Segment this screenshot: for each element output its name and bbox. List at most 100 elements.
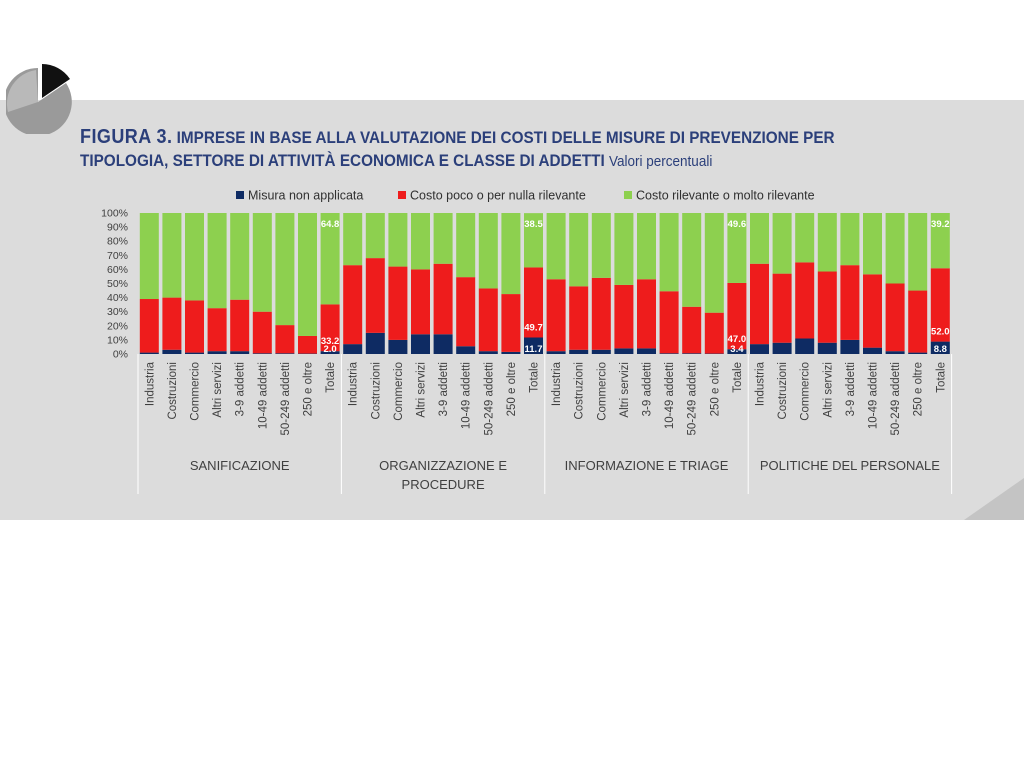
bar-segment bbox=[411, 269, 430, 335]
x-tick-label: 3-9 addetti bbox=[438, 362, 450, 416]
x-tick-label: 10-49 addetti bbox=[461, 362, 473, 429]
y-axis: 0% 10% 20% 30% 40% 50% 60% 70% 80% 90% 100% bbox=[101, 208, 128, 361]
chart-subtitle: Valori percentuali bbox=[609, 153, 713, 170]
bar-segment bbox=[343, 344, 363, 354]
bar-segment bbox=[207, 351, 227, 354]
bar-segment bbox=[411, 213, 430, 270]
bar-segment bbox=[772, 213, 792, 274]
chart-legend: Misura non applicata Costo poco o per nul… bbox=[236, 189, 815, 203]
bar-segment bbox=[659, 353, 679, 354]
bar-segment bbox=[704, 312, 724, 354]
data-label: 52.0 bbox=[931, 327, 950, 338]
bar-segment bbox=[614, 348, 634, 354]
bar-segment bbox=[750, 344, 769, 354]
bar-segment bbox=[930, 213, 950, 269]
bars bbox=[139, 213, 950, 354]
x-tick-label: 50-249 addetti bbox=[483, 362, 495, 436]
bar-segment bbox=[139, 299, 159, 353]
bar-segment bbox=[298, 335, 317, 354]
bar-segment bbox=[524, 267, 543, 338]
data-label: 38.5 bbox=[524, 219, 543, 230]
bar-segment bbox=[320, 304, 340, 352]
bar-segment bbox=[546, 351, 566, 354]
bar-segment bbox=[252, 213, 272, 312]
bar-segment bbox=[207, 308, 227, 352]
y-tick-label: 30% bbox=[107, 306, 128, 318]
x-tick-label: Altri servizi bbox=[416, 362, 428, 418]
bar-segment bbox=[840, 265, 860, 340]
bar-segment bbox=[365, 258, 385, 333]
bar-segment bbox=[433, 334, 453, 354]
y-tick-label: 0% bbox=[113, 349, 128, 361]
bar-segment bbox=[388, 213, 408, 267]
bar-segment bbox=[343, 265, 363, 345]
bar-segment bbox=[230, 299, 250, 352]
bar-segment bbox=[659, 291, 679, 354]
figure-label: FIGURA 3. bbox=[80, 126, 173, 148]
y-tick-label: 100% bbox=[101, 208, 128, 220]
bar-segment bbox=[546, 279, 566, 352]
bar-segment bbox=[727, 213, 747, 283]
y-tick-label: 50% bbox=[107, 278, 128, 290]
bar-segment bbox=[817, 342, 837, 354]
bar-segment bbox=[252, 353, 272, 354]
pie-chart-icon bbox=[6, 64, 72, 134]
bar-segment bbox=[456, 277, 476, 347]
bar-segment bbox=[682, 213, 702, 307]
x-tick-label: Commercio bbox=[596, 362, 608, 421]
bar-segment bbox=[320, 351, 340, 354]
x-tick-label: 250 e oltre bbox=[913, 362, 925, 416]
bar-segment bbox=[162, 349, 182, 354]
bar-segment bbox=[727, 349, 747, 354]
legend-label-1: Costo poco o per nulla rilevante bbox=[410, 189, 586, 203]
data-label: 64.8 bbox=[321, 219, 340, 230]
bar-segment bbox=[433, 263, 453, 335]
legend-label-0: Misura non applicata bbox=[248, 189, 363, 203]
bar-segment bbox=[478, 288, 498, 352]
bar-segment bbox=[139, 352, 159, 354]
bar-segment bbox=[795, 213, 815, 263]
x-tick-label: Commercio bbox=[190, 362, 202, 421]
group-label: SANIFICAZIONE bbox=[190, 458, 290, 473]
bar-segment bbox=[817, 213, 837, 272]
bar-segment bbox=[885, 351, 905, 354]
bar-segment bbox=[365, 332, 385, 354]
x-tick-label: Totale bbox=[935, 362, 947, 393]
x-tick-label: Totale bbox=[732, 362, 744, 393]
bar-segment bbox=[908, 213, 928, 291]
bar-segment bbox=[772, 342, 792, 354]
bar-segment bbox=[591, 349, 611, 354]
bar-segment bbox=[139, 213, 159, 300]
x-tick-label: 50-249 addetti bbox=[890, 362, 902, 436]
bar-segment bbox=[456, 346, 476, 354]
x-tick-label: Costruzioni bbox=[167, 362, 179, 420]
data-label: 47.0 bbox=[728, 334, 747, 345]
legend-swatch-0 bbox=[236, 191, 244, 199]
bar-segment bbox=[908, 352, 928, 354]
bar-segment bbox=[637, 348, 656, 354]
x-tick-label: Industria bbox=[144, 361, 156, 406]
stacked-bar-chart: Misura non applicata Costo poco o per nul… bbox=[101, 189, 953, 494]
bar-segment bbox=[275, 325, 295, 354]
group-label: INFORMAZIONE E TRIAGE bbox=[565, 458, 729, 473]
bar-segment bbox=[501, 294, 521, 352]
bar-segment bbox=[546, 213, 566, 280]
x-tick-label: 3-9 addetti bbox=[845, 362, 857, 416]
x-tick-label: Commercio bbox=[800, 362, 812, 421]
bar-segment bbox=[614, 284, 634, 349]
x-tick-label: Totale bbox=[325, 362, 337, 393]
bar-segment bbox=[388, 266, 408, 340]
data-label: 8.8 bbox=[934, 344, 947, 355]
x-tick-label: Altri servizi bbox=[619, 362, 631, 418]
y-tick-label: 10% bbox=[107, 334, 128, 346]
bar-segment bbox=[478, 351, 498, 354]
bar-segment bbox=[682, 306, 702, 354]
bar-segment bbox=[185, 352, 204, 354]
bar-segment bbox=[524, 213, 543, 268]
bar-segment bbox=[411, 334, 430, 354]
x-tick-label: 250 e oltre bbox=[709, 362, 721, 416]
bar-segment bbox=[908, 290, 928, 353]
bar-segment bbox=[659, 213, 679, 292]
x-tick-label: Costruzioni bbox=[370, 362, 382, 420]
bar-segment bbox=[750, 213, 769, 264]
